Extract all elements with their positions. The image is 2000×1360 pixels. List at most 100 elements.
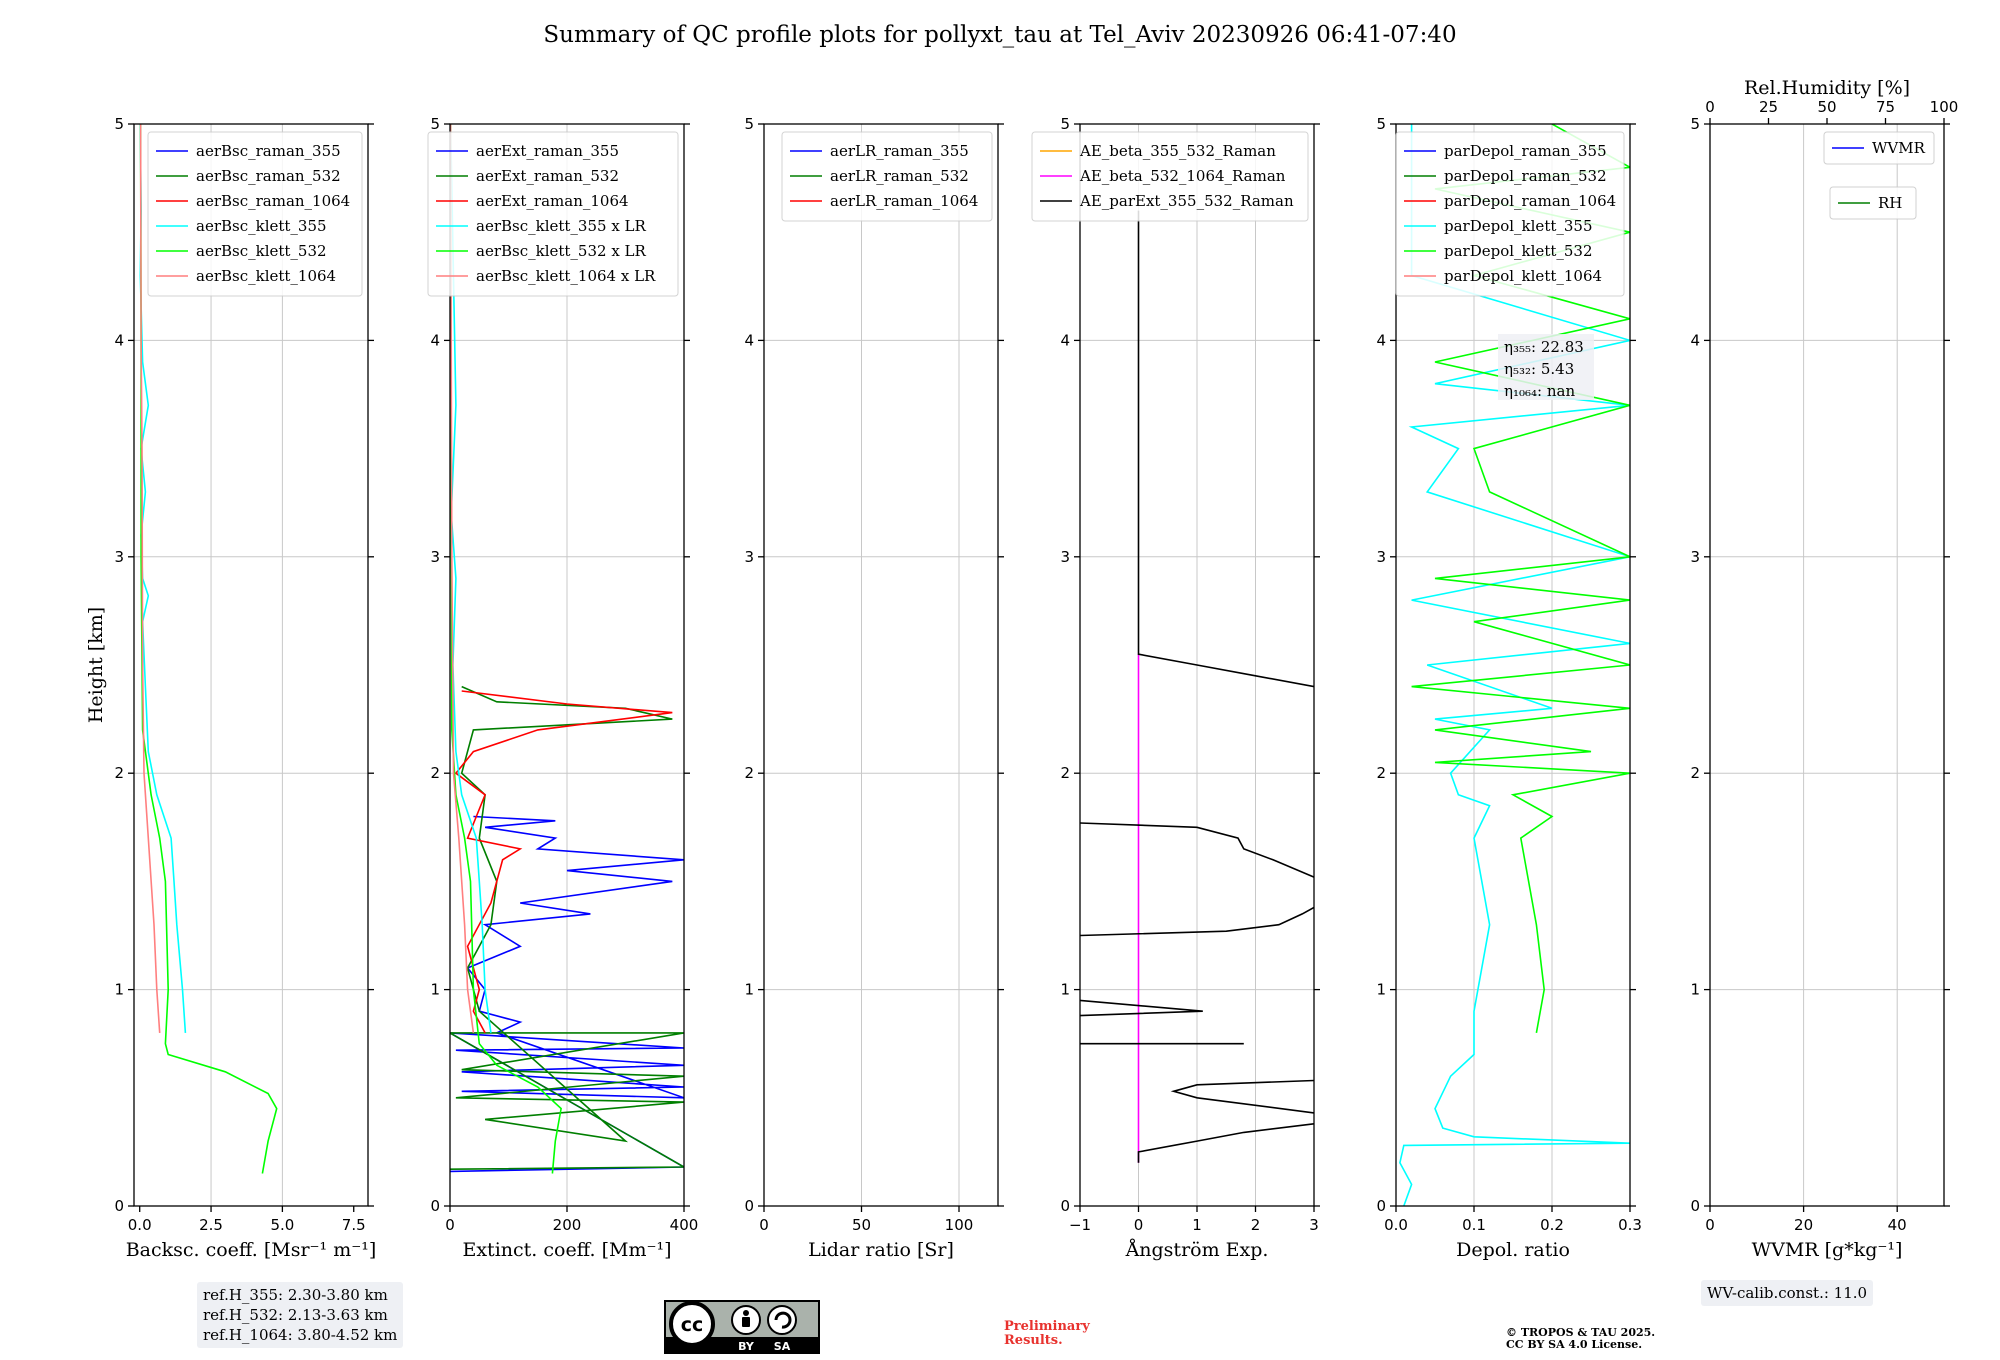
legend-label: AE_parExt_355_532_Raman (1079, 192, 1294, 210)
series-group (1080, 210, 1314, 1163)
eta-value-eta355: η₃₅₅: 22.83 (1504, 338, 1584, 356)
x-tick-label: 0 (1705, 1216, 1715, 1234)
y-tick-label: 3 (1690, 548, 1700, 566)
series-group (450, 124, 684, 1174)
y-tick-label: 1 (1690, 981, 1700, 999)
x-tick-label: 0.1 (1462, 1216, 1486, 1234)
x-tick-label: 0.0 (1384, 1216, 1408, 1234)
x-tick-label: 100 (945, 1216, 974, 1234)
x-tick-label: 0.0 (128, 1216, 152, 1234)
axes-frame (133, 123, 369, 1207)
x-tick-label: 400 (670, 1216, 699, 1234)
legend-box: WVMR (1823, 131, 1935, 165)
series-line-aerExt_raman_1064 (454, 690, 673, 1034)
y-tick-label: 1 (1060, 981, 1070, 999)
legend-label: aerLR_raman_532 (830, 167, 969, 185)
preliminary-line-1: Preliminary (1004, 1319, 1090, 1334)
y-tick-label: 0 (1690, 1197, 1700, 1215)
ref-height-1064: ref.H_1064: 3.80-4.52 km (203, 1326, 398, 1344)
legend-label: RH (1878, 194, 1902, 212)
legend-label: parDepol_klett_355 (1444, 217, 1593, 235)
legend-label: aerBsc_klett_532 (196, 242, 327, 260)
y-tick-label: 0 (1060, 1197, 1070, 1215)
x-tick-label: 7.5 (342, 1216, 366, 1234)
series-line-AE_parExt_355_532_Raman (1170, 1079, 1314, 1114)
series-line-parDepol_klett_532 (1411, 124, 1630, 1034)
legend-label: aerExt_raman_532 (476, 167, 619, 185)
series-group (1399, 124, 1630, 1206)
x-tick-label: 0 (1134, 1216, 1144, 1234)
x-tick-label: −1 (1069, 1216, 1091, 1234)
legend-label: aerBsc_klett_1064 (196, 267, 336, 285)
y-tick-label: 1 (1376, 981, 1386, 999)
legend-label: aerBsc_klett_355 (196, 217, 327, 235)
x-tick-label: 0.3 (1618, 1216, 1642, 1234)
x-axis-label: Backsc. coeff. [Msr⁻¹ m⁻¹] (126, 1239, 377, 1261)
series-line-aerBsc_klett_1064 (139, 124, 161, 1033)
legend-label: aerBsc_raman_355 (196, 142, 341, 160)
y-tick-label: 3 (430, 548, 440, 566)
legend-label: aerBsc_klett_532 x LR (476, 242, 647, 260)
top-axis-label: Rel.Humidity [%] (1744, 77, 1910, 99)
series-line-aerBsc_klett_532 x LR (450, 124, 562, 1174)
x-axis-label: Depol. ratio (1456, 1239, 1570, 1261)
x-tick-label: 40 (1888, 1216, 1907, 1234)
x-tick-label: 2.5 (199, 1216, 223, 1234)
y-tick-label: 4 (744, 331, 754, 349)
y-tick-label: 4 (430, 331, 440, 349)
x-tick-label: 50 (852, 1216, 871, 1234)
legend-label: aerExt_raman_1064 (476, 192, 629, 210)
legend-frame (427, 131, 679, 297)
wv-calib-const: WV-calib.const.: 11.0 (1707, 1284, 1868, 1302)
top-x-tick-label: 0 (1705, 98, 1715, 116)
chart-panel-2: 0 1 2 3 4 5 0 200 400 Extinct. coeff. [Mm⁻¹] aerEx… (427, 115, 699, 1261)
x-tick-label: 20 (1794, 1216, 1813, 1234)
y-tick-label: 1 (744, 981, 754, 999)
y-tick-label: 2 (114, 764, 124, 782)
y-tick-label: 2 (1060, 764, 1070, 782)
x-tick-label: 3 (1309, 1216, 1319, 1234)
series-line-aerBsc_klett_532 (139, 124, 278, 1174)
series-line-AE_parExt_355_532_Raman (1080, 999, 1203, 1017)
ref-height-532: ref.H_532: 2.13-3.63 km (203, 1306, 388, 1324)
y-tick-label: 5 (114, 115, 124, 133)
reference-height-box: ref.H_355: 2.30-3.80 km ref.H_532: 2.13-… (197, 1282, 404, 1348)
series-group (139, 124, 278, 1174)
top-x-tick-label: 100 (1930, 98, 1959, 116)
series-line-AE_parExt_355_532_Raman (1080, 822, 1314, 878)
x-tick-label: 0 (759, 1216, 769, 1234)
y-tick-label: 4 (1690, 331, 1700, 349)
y-tick-label: 2 (1690, 764, 1700, 782)
axes-frame (1709, 123, 1945, 1207)
copyright-note: © TROPOS & TAU 2025. CC BY SA 4.0 Licens… (1506, 1327, 1655, 1351)
legend-frame (1829, 186, 1917, 220)
legend-box: RH (1829, 186, 1917, 220)
x-tick-label: 1 (1192, 1216, 1202, 1234)
y-tick-label: 5 (1690, 115, 1700, 133)
legend: AE_beta_355_532_Raman AE_beta_532_1064_Ra… (1031, 131, 1309, 222)
x-tick-label: 2 (1251, 1216, 1261, 1234)
series-line-AE_parExt_355_532_Raman (1080, 906, 1314, 937)
y-tick-label: 4 (114, 331, 124, 349)
series-line-AE_parExt_355_532_Raman (1137, 210, 1314, 688)
legend: aerBsc_raman_355 aerBsc_raman_532 aerBsc_r… (147, 131, 363, 297)
y-tick-label: 2 (1376, 764, 1386, 782)
top-x-tick-label: 75 (1876, 98, 1895, 116)
y-tick-label: 5 (744, 115, 754, 133)
preliminary-note: Preliminary Results. (1004, 1320, 1090, 1348)
eta-box (1498, 334, 1594, 400)
y-tick-label: 0 (1376, 1197, 1386, 1215)
eta-value-eta532: η₅₃₂: 5.43 (1504, 360, 1574, 378)
series-line-parDepol_klett_355 (1399, 124, 1630, 1206)
top-x-tick-label: 50 (1817, 98, 1836, 116)
x-axis-label: Lidar ratio [Sr] (808, 1239, 954, 1261)
y-tick-label: 1 (430, 981, 440, 999)
y-tick-label: 5 (1060, 115, 1070, 133)
chart-panel-5: 0 1 2 3 4 5 0.0 0.1 0.2 0.3 Depol. ratio parDepol_r… (1376, 115, 1641, 1261)
y-tick-label: 3 (1060, 548, 1070, 566)
legend-label: parDepol_raman_355 (1444, 142, 1607, 160)
legend-label: AE_beta_355_532_Raman (1079, 142, 1276, 160)
y-tick-label: 3 (1376, 548, 1386, 566)
